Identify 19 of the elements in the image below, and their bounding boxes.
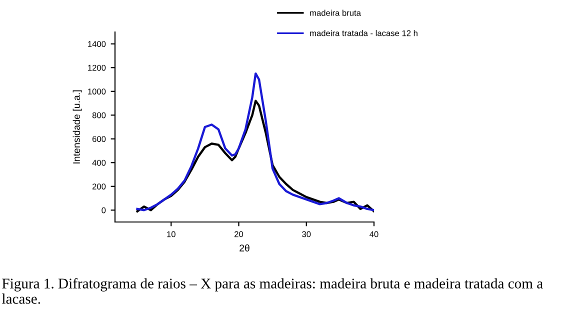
line-series [136, 72, 374, 212]
y-axis-title: Intensidade [u.a.] [72, 90, 82, 164]
legend-label: madeira bruta [310, 10, 361, 16]
line-series [136, 100, 374, 212]
y-tick-label: 200 [92, 184, 106, 190]
text: Figura 1. Difratograma de raios – X para as madeiras: madeira bruta e madeira tratada com a lacase. [2, 278, 543, 304]
y-tick-label: 1200 [88, 64, 106, 71]
y-tick-label: 1400 [88, 41, 106, 47]
y-tick-label: 400 [92, 160, 106, 166]
x-axis-title: 2θ [240, 244, 250, 252]
x-tick-label: 40 [370, 231, 378, 238]
x-tick-label: 10 [167, 231, 176, 238]
y-tick-label: 0 [102, 207, 106, 214]
y-tick-label: 1000 [88, 88, 106, 94]
x-tick-label: 20 [234, 231, 244, 238]
x-tick-label: 30 [302, 231, 311, 238]
y-tick-label: 600 [92, 136, 106, 142]
y-tick-label: 800 [92, 112, 106, 118]
legend-label: madeira tratada - lacase 12 h [310, 30, 418, 36]
